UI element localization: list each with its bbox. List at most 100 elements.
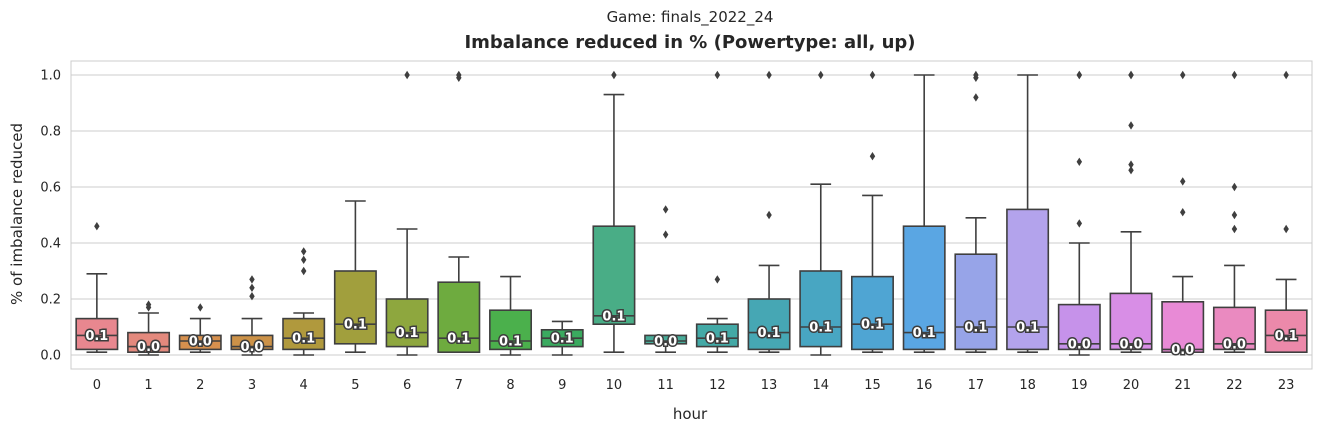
outlier-point [662, 230, 669, 239]
iqr-box [592, 225, 636, 325]
median-data-label: 0.1 [758, 326, 781, 341]
box-4: 0.1 [282, 247, 326, 356]
outlier-point [94, 222, 100, 231]
y-gridlines [71, 74, 1312, 356]
x-axis-label: hour [673, 405, 708, 423]
outlier-point [869, 152, 876, 161]
box-17: 0.1 [954, 70, 998, 354]
median-data-label: 0.1 [964, 321, 987, 336]
x-tick-label: 19 [1071, 378, 1088, 393]
y-tick-label: 0.0 [40, 349, 61, 364]
iqr-box [1006, 208, 1050, 351]
outlier-point [611, 70, 617, 80]
outlier-point [1128, 160, 1134, 169]
box-18: 0.1 [1006, 74, 1050, 354]
iqr-box [1057, 303, 1101, 351]
outlier-point [300, 255, 307, 264]
iqr-box [695, 323, 739, 348]
outlier-point [1283, 70, 1289, 80]
outlier-point [662, 205, 669, 214]
outlier-point [300, 247, 307, 256]
x-tick-label: 23 [1278, 378, 1295, 393]
box-5: 0.1 [333, 200, 377, 354]
median-data-label: 0.0 [240, 340, 263, 355]
box-12: 0.1 [695, 70, 739, 354]
x-tick-label: 16 [916, 378, 933, 393]
plot-frame [70, 60, 1313, 370]
median-data-label: 0.0 [1068, 337, 1091, 352]
median-data-label: 0.0 [1223, 337, 1246, 352]
box-20: 0.0 [1109, 70, 1153, 354]
box-1: 0.0 [127, 300, 171, 357]
x-tick-label: 8 [506, 378, 514, 393]
outlier-point [1231, 70, 1238, 80]
x-tick-label: 12 [709, 378, 726, 393]
median-data-label: 0.1 [499, 335, 522, 350]
box-8: 0.1 [489, 275, 533, 356]
y-tick-label: 0.6 [40, 181, 61, 196]
median-data-label: 0.0 [137, 340, 160, 355]
outlier-point [973, 93, 979, 102]
outlier-point [249, 283, 255, 292]
outlier-point [1128, 121, 1134, 130]
y-tick-label: 0.8 [40, 125, 61, 140]
iqr-box [75, 317, 119, 351]
chart-suptitle: Game: finals_2022_24 [607, 8, 774, 27]
x-tick-label: 2 [196, 378, 204, 393]
x-tick-label: 0 [93, 378, 101, 393]
iqr-box [333, 270, 377, 345]
median-data-label: 0.1 [706, 332, 729, 347]
iqr-box [282, 317, 326, 351]
box-14: 0.1 [799, 70, 843, 356]
outlier-point [1179, 177, 1186, 186]
box-3: 0.0 [230, 275, 274, 357]
median-data-label: 0.1 [809, 321, 832, 336]
outlier-point [300, 266, 307, 276]
outlier-point [249, 292, 255, 301]
y-axis-ticks: 0.0 0.2 0.4 0.6 0.8 1.0 [40, 69, 61, 364]
median-data-label: 0.1 [602, 309, 625, 324]
iqr-box [1109, 292, 1153, 351]
x-tick-label: 21 [1174, 378, 1191, 393]
outlier-point [1231, 210, 1238, 220]
box-9: 0.1 [540, 320, 584, 356]
outlier-point [766, 70, 772, 80]
median-data-label: 0.0 [654, 335, 677, 350]
iqr-box [954, 253, 998, 351]
x-tick-label: 3 [248, 378, 256, 393]
outlier-point [1128, 70, 1134, 80]
outlier-point [766, 210, 772, 220]
box-15: 0.1 [850, 70, 894, 354]
x-tick-label: 10 [606, 378, 623, 393]
iqr-box [747, 298, 791, 351]
x-tick-label: 14 [812, 378, 829, 393]
x-tick-label: 1 [144, 378, 152, 393]
median-data-label: 0.1 [551, 332, 574, 347]
median-data-label: 0.1 [1016, 321, 1039, 336]
x-tick-label: 7 [455, 378, 463, 393]
x-tick-label: 4 [300, 378, 308, 393]
x-axis-ticks: 0 1 2 3 4 5 6 7 8 9 10 11 12 13 14 15 16 17 18 19 20 21 22 23 [93, 378, 1295, 393]
box-22: 0.0 [1212, 70, 1256, 354]
outlier-point [869, 70, 876, 80]
median-data-label: 0.1 [861, 318, 884, 333]
outlier-point [1128, 166, 1134, 175]
x-tick-label: 5 [351, 378, 359, 393]
box-16: 0.1 [902, 74, 946, 354]
iqr-box [385, 298, 429, 348]
outlier-point [1076, 157, 1083, 166]
median-data-label: 0.1 [344, 318, 367, 333]
x-tick-label: 18 [1019, 378, 1036, 393]
median-data-label: 0.1 [292, 332, 315, 347]
outlier-point [197, 303, 204, 312]
median-data-label: 0.1 [396, 326, 419, 341]
outlier-point [714, 70, 721, 80]
outlier-point [404, 70, 410, 80]
outlier-point [1231, 182, 1238, 192]
outlier-point [1231, 224, 1238, 234]
x-tick-label: 15 [864, 378, 881, 393]
median-data-label: 0.1 [1275, 329, 1298, 344]
box-2: 0.0 [178, 303, 222, 354]
median-data-label: 0.0 [189, 335, 212, 350]
